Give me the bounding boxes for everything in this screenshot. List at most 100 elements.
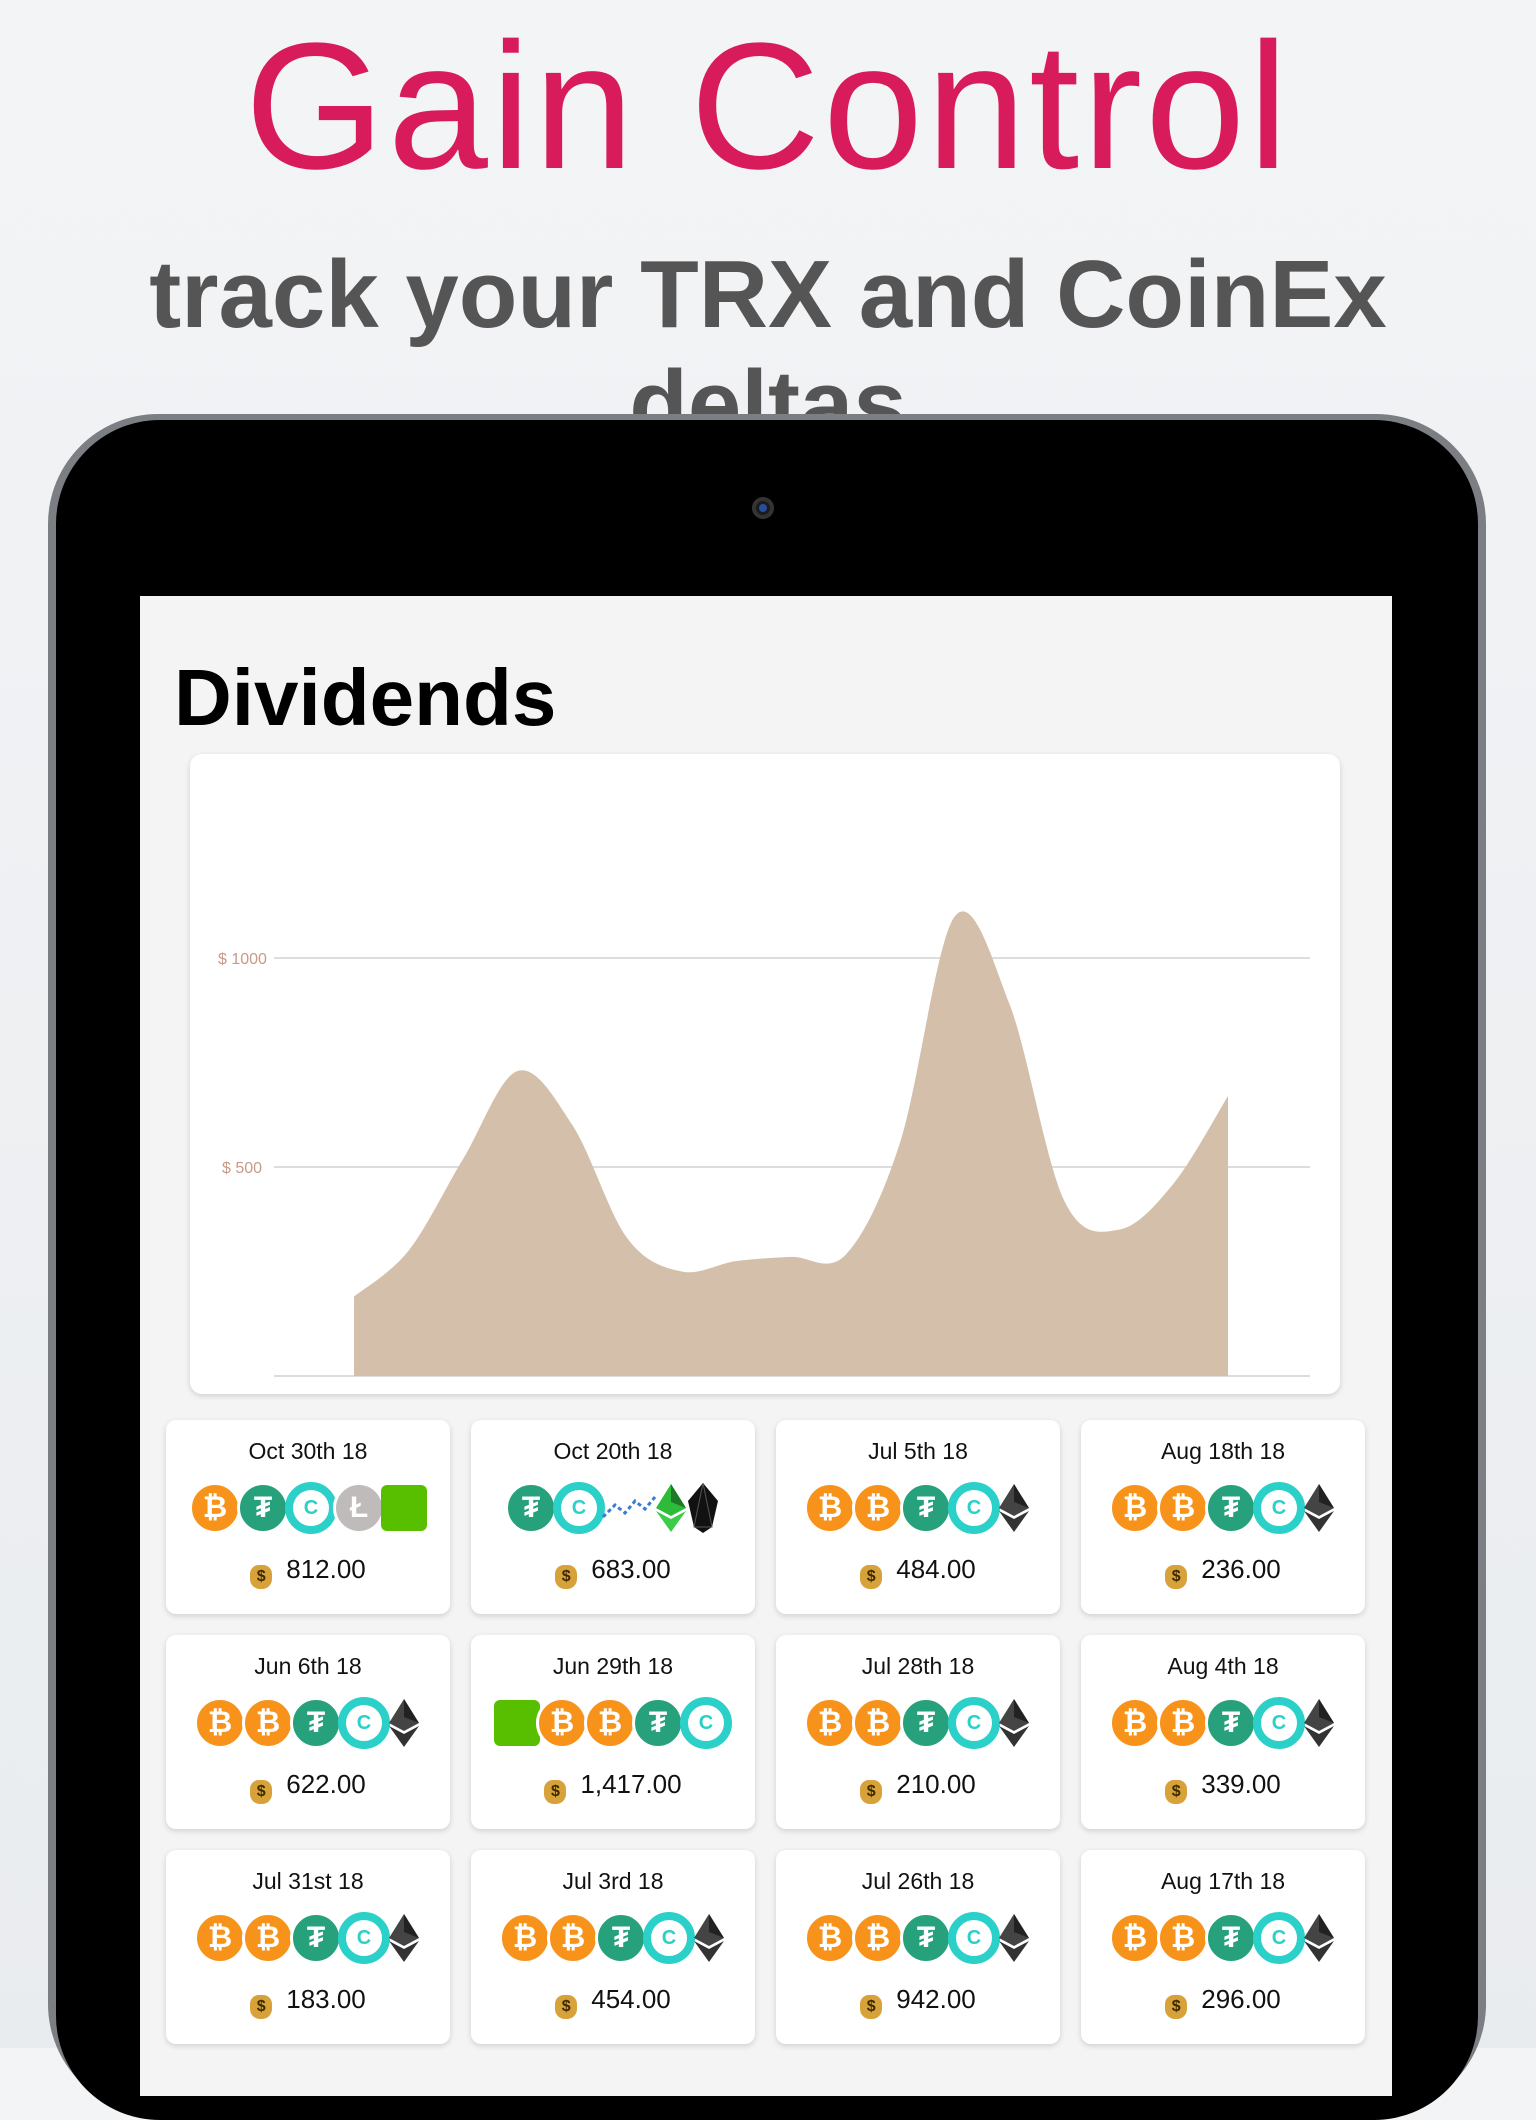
coin-icons: ₿ ₿ ₮ C bbox=[1081, 1695, 1365, 1751]
amount-value: 1,417.00 bbox=[580, 1769, 682, 1799]
dividend-card[interactable]: Jul 3rd 18 ₿ ₿ ₮ C $454.00 bbox=[471, 1850, 755, 2044]
dividend-card[interactable]: Oct 20th 18 ₮ C $683.00 bbox=[471, 1420, 755, 1614]
amount-value: 339.00 bbox=[1201, 1769, 1281, 1799]
card-amount: $484.00 bbox=[776, 1554, 1060, 1589]
coinex-icon: C bbox=[338, 1697, 390, 1749]
amount-value: 296.00 bbox=[1201, 1984, 1281, 2014]
neo-icon bbox=[494, 1700, 540, 1746]
coin-icons: ₿ ₿ ₮ C bbox=[1081, 1910, 1365, 1966]
dividend-card[interactable]: Aug 17th 18 ₿ ₿ ₮ C $296.00 bbox=[1081, 1850, 1365, 2044]
card-date: Aug 17th 18 bbox=[1160, 1868, 1286, 1894]
dividend-card[interactable]: Aug 4th 18 ₿ ₿ ₮ C $339.00 bbox=[1081, 1635, 1365, 1829]
tether-icon: ₮ bbox=[290, 1697, 342, 1749]
promo-headline: Gain Control bbox=[244, 6, 1292, 207]
bitcoin-icon: ₿ bbox=[189, 1482, 241, 1534]
coinex-icon: C bbox=[1253, 1697, 1305, 1749]
coinex-icon: C bbox=[1253, 1482, 1305, 1534]
bitcoin-icon: ₿ bbox=[852, 1697, 904, 1749]
card-date: Jun 29th 18 bbox=[552, 1653, 674, 1679]
money-bag-icon: $ bbox=[860, 1780, 883, 1804]
amount-value: 210.00 bbox=[896, 1769, 976, 1799]
card-date: Aug 4th 18 bbox=[1167, 1653, 1279, 1679]
bitcoin-icon: ₿ bbox=[852, 1482, 904, 1534]
bitcoin-icon: ₿ bbox=[499, 1912, 551, 1964]
coin-icons: ₿ ₿ ₮ C bbox=[166, 1695, 450, 1751]
ethereum-icon bbox=[386, 1912, 422, 1964]
coinex-icon: C bbox=[948, 1912, 1000, 1964]
tether-icon: ₮ bbox=[1205, 1697, 1257, 1749]
ethereum-icon bbox=[386, 1697, 422, 1749]
amount-value: 622.00 bbox=[286, 1769, 366, 1799]
money-bag-icon: $ bbox=[860, 1995, 883, 2019]
trend-icon bbox=[601, 1482, 657, 1534]
coin-icons: ₮ C bbox=[471, 1480, 755, 1536]
card-amount: $339.00 bbox=[1081, 1769, 1365, 1804]
chart-svg: $ 1000 $ 500 bbox=[218, 911, 1310, 1377]
bitcoin-icon: ₿ bbox=[242, 1697, 294, 1749]
litecoin-icon: Ł bbox=[333, 1482, 385, 1534]
y-tick-label: $ 1000 bbox=[218, 951, 267, 968]
bitcoin-icon: ₿ bbox=[1109, 1912, 1161, 1964]
ethereum-icon bbox=[1301, 1482, 1337, 1534]
card-amount: $942.00 bbox=[776, 1984, 1060, 2019]
tether-icon: ₮ bbox=[290, 1912, 342, 1964]
coin-icons: ₿ ₮ C Ł bbox=[166, 1480, 450, 1536]
money-bag-icon: $ bbox=[1165, 1995, 1188, 2019]
bitcoin-icon: ₿ bbox=[194, 1697, 246, 1749]
bitcoin-icon: ₿ bbox=[1157, 1482, 1209, 1534]
coin-icons: ₿ ₿ ₮ C bbox=[776, 1480, 1060, 1536]
coin-icons: ₿ ₿ ₮ C bbox=[1081, 1480, 1365, 1536]
dividend-card[interactable]: Jun 29th 18 ₿ ₿ ₮ C $1,417.00 bbox=[471, 1635, 755, 1829]
coin-icons: ₿ ₿ ₮ C bbox=[776, 1695, 1060, 1751]
card-date: Jun 6th 18 bbox=[254, 1653, 362, 1679]
card-amount: $1,417.00 bbox=[471, 1769, 755, 1804]
dividend-card[interactable]: Jul 28th 18 ₿ ₿ ₮ C $210.00 bbox=[776, 1635, 1060, 1829]
amount-value: 812.00 bbox=[286, 1554, 366, 1584]
dividend-card[interactable]: Jul 5th 18 ₿ ₿ ₮ C $484.00 bbox=[776, 1420, 1060, 1614]
dividend-card[interactable]: Jul 26th 18 ₿ ₿ ₮ C $942.00 bbox=[776, 1850, 1060, 2044]
camera-icon bbox=[752, 497, 774, 519]
tether-icon: ₮ bbox=[900, 1912, 952, 1964]
dividend-card[interactable]: Oct 30th 18 ₿ ₮ C Ł $812.00 bbox=[166, 1420, 450, 1614]
dividend-card[interactable]: Aug 18th 18 ₿ ₿ ₮ C $236.00 bbox=[1081, 1420, 1365, 1614]
money-bag-icon: $ bbox=[1165, 1780, 1188, 1804]
ethereum-icon bbox=[1301, 1912, 1337, 1964]
card-amount: $622.00 bbox=[166, 1769, 450, 1804]
ethereum-icon bbox=[1301, 1697, 1337, 1749]
bitcoin-icon: ₿ bbox=[536, 1697, 588, 1749]
dividend-card[interactable]: Jul 31st 18 ₿ ₿ ₮ C $183.00 bbox=[166, 1850, 450, 2044]
money-bag-icon: $ bbox=[555, 1995, 578, 2019]
tether-icon: ₮ bbox=[900, 1482, 952, 1534]
money-bag-icon: $ bbox=[250, 1780, 273, 1804]
card-amount: $236.00 bbox=[1081, 1554, 1365, 1589]
tether-icon: ₮ bbox=[900, 1697, 952, 1749]
eos-icon bbox=[685, 1482, 721, 1534]
card-date: Oct 20th 18 bbox=[553, 1438, 673, 1464]
money-bag-icon: $ bbox=[250, 1565, 273, 1589]
bitcoin-icon: ₿ bbox=[584, 1697, 636, 1749]
coinex-icon: C bbox=[680, 1697, 732, 1749]
neo-icon bbox=[381, 1485, 427, 1531]
tether-icon: ₮ bbox=[505, 1482, 557, 1534]
money-bag-icon: $ bbox=[250, 1995, 273, 2019]
tether-icon: ₮ bbox=[237, 1482, 289, 1534]
bitcoin-icon: ₿ bbox=[1109, 1482, 1161, 1534]
ethereum-icon bbox=[996, 1912, 1032, 1964]
dividend-card[interactable]: Jun 6th 18 ₿ ₿ ₮ C $622.00 bbox=[166, 1635, 450, 1829]
tether-icon: ₮ bbox=[595, 1912, 647, 1964]
card-date: Jul 28th 18 bbox=[861, 1653, 975, 1679]
promo-subline: track your TRX and CoinEx deltas bbox=[149, 241, 1387, 458]
coin-icons: ₿ ₿ ₮ C bbox=[776, 1910, 1060, 1966]
amount-value: 236.00 bbox=[1201, 1554, 1281, 1584]
card-date: Jul 26th 18 bbox=[861, 1868, 975, 1894]
card-amount: $183.00 bbox=[166, 1984, 450, 2019]
coinex-icon: C bbox=[1253, 1912, 1305, 1964]
tether-icon: ₮ bbox=[1205, 1912, 1257, 1964]
bitcoin-icon: ₿ bbox=[1157, 1912, 1209, 1964]
amount-value: 484.00 bbox=[896, 1554, 976, 1584]
coinex-icon: C bbox=[285, 1482, 337, 1534]
coinex-icon: C bbox=[338, 1912, 390, 1964]
coinex-icon: C bbox=[643, 1912, 695, 1964]
ethereum-icon bbox=[996, 1697, 1032, 1749]
card-amount: $683.00 bbox=[471, 1554, 755, 1589]
